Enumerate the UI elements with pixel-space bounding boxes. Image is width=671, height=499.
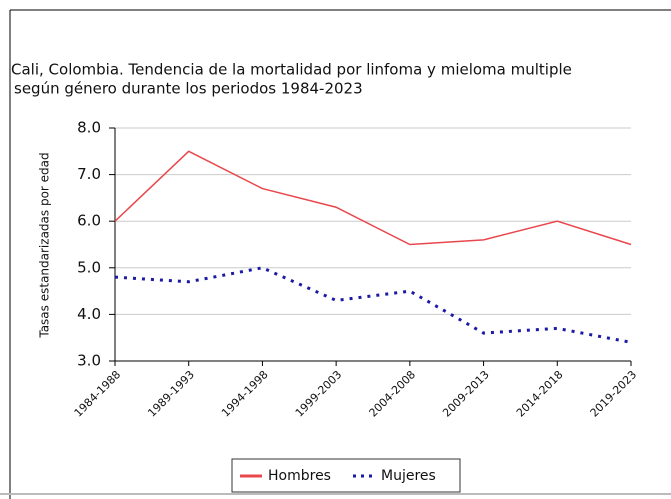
- series-line: [114, 150, 632, 246]
- x-tick-label: 2014-2018: [514, 368, 566, 420]
- y-tick-label: 5.0: [77, 258, 101, 276]
- y-tick-label: 8.0: [77, 119, 101, 137]
- y-tick-label: 3.0: [77, 352, 101, 370]
- x-tick-label: 1989-1993: [145, 368, 197, 420]
- legend-label: Hombres: [268, 468, 331, 484]
- y-tick-label: 7.0: [77, 165, 101, 183]
- legend-box: [231, 458, 461, 493]
- x-tick-label: 1984-1988: [72, 368, 124, 420]
- x-tick-label: 2019-2023: [588, 368, 640, 420]
- legend-label: Mujeres: [381, 468, 436, 484]
- chart-subtitle: según género durante los periodos 1984-2…: [14, 80, 363, 98]
- chart-title: Cali, Colombia. Tendencia de la mortalid…: [11, 61, 572, 79]
- x-tick-label: 2004-2008: [367, 368, 419, 420]
- x-tick-label: 1994-1998: [219, 368, 271, 420]
- y-axis-label: Tasas estandarizadas por edad: [38, 152, 52, 338]
- y-tick-label: 6.0: [77, 212, 101, 230]
- x-tick-label: 1999-2003: [293, 368, 345, 420]
- series-line: [114, 266, 632, 344]
- y-tick-label: 4.0: [77, 305, 101, 323]
- x-tick-label: 2009-2013: [440, 368, 492, 420]
